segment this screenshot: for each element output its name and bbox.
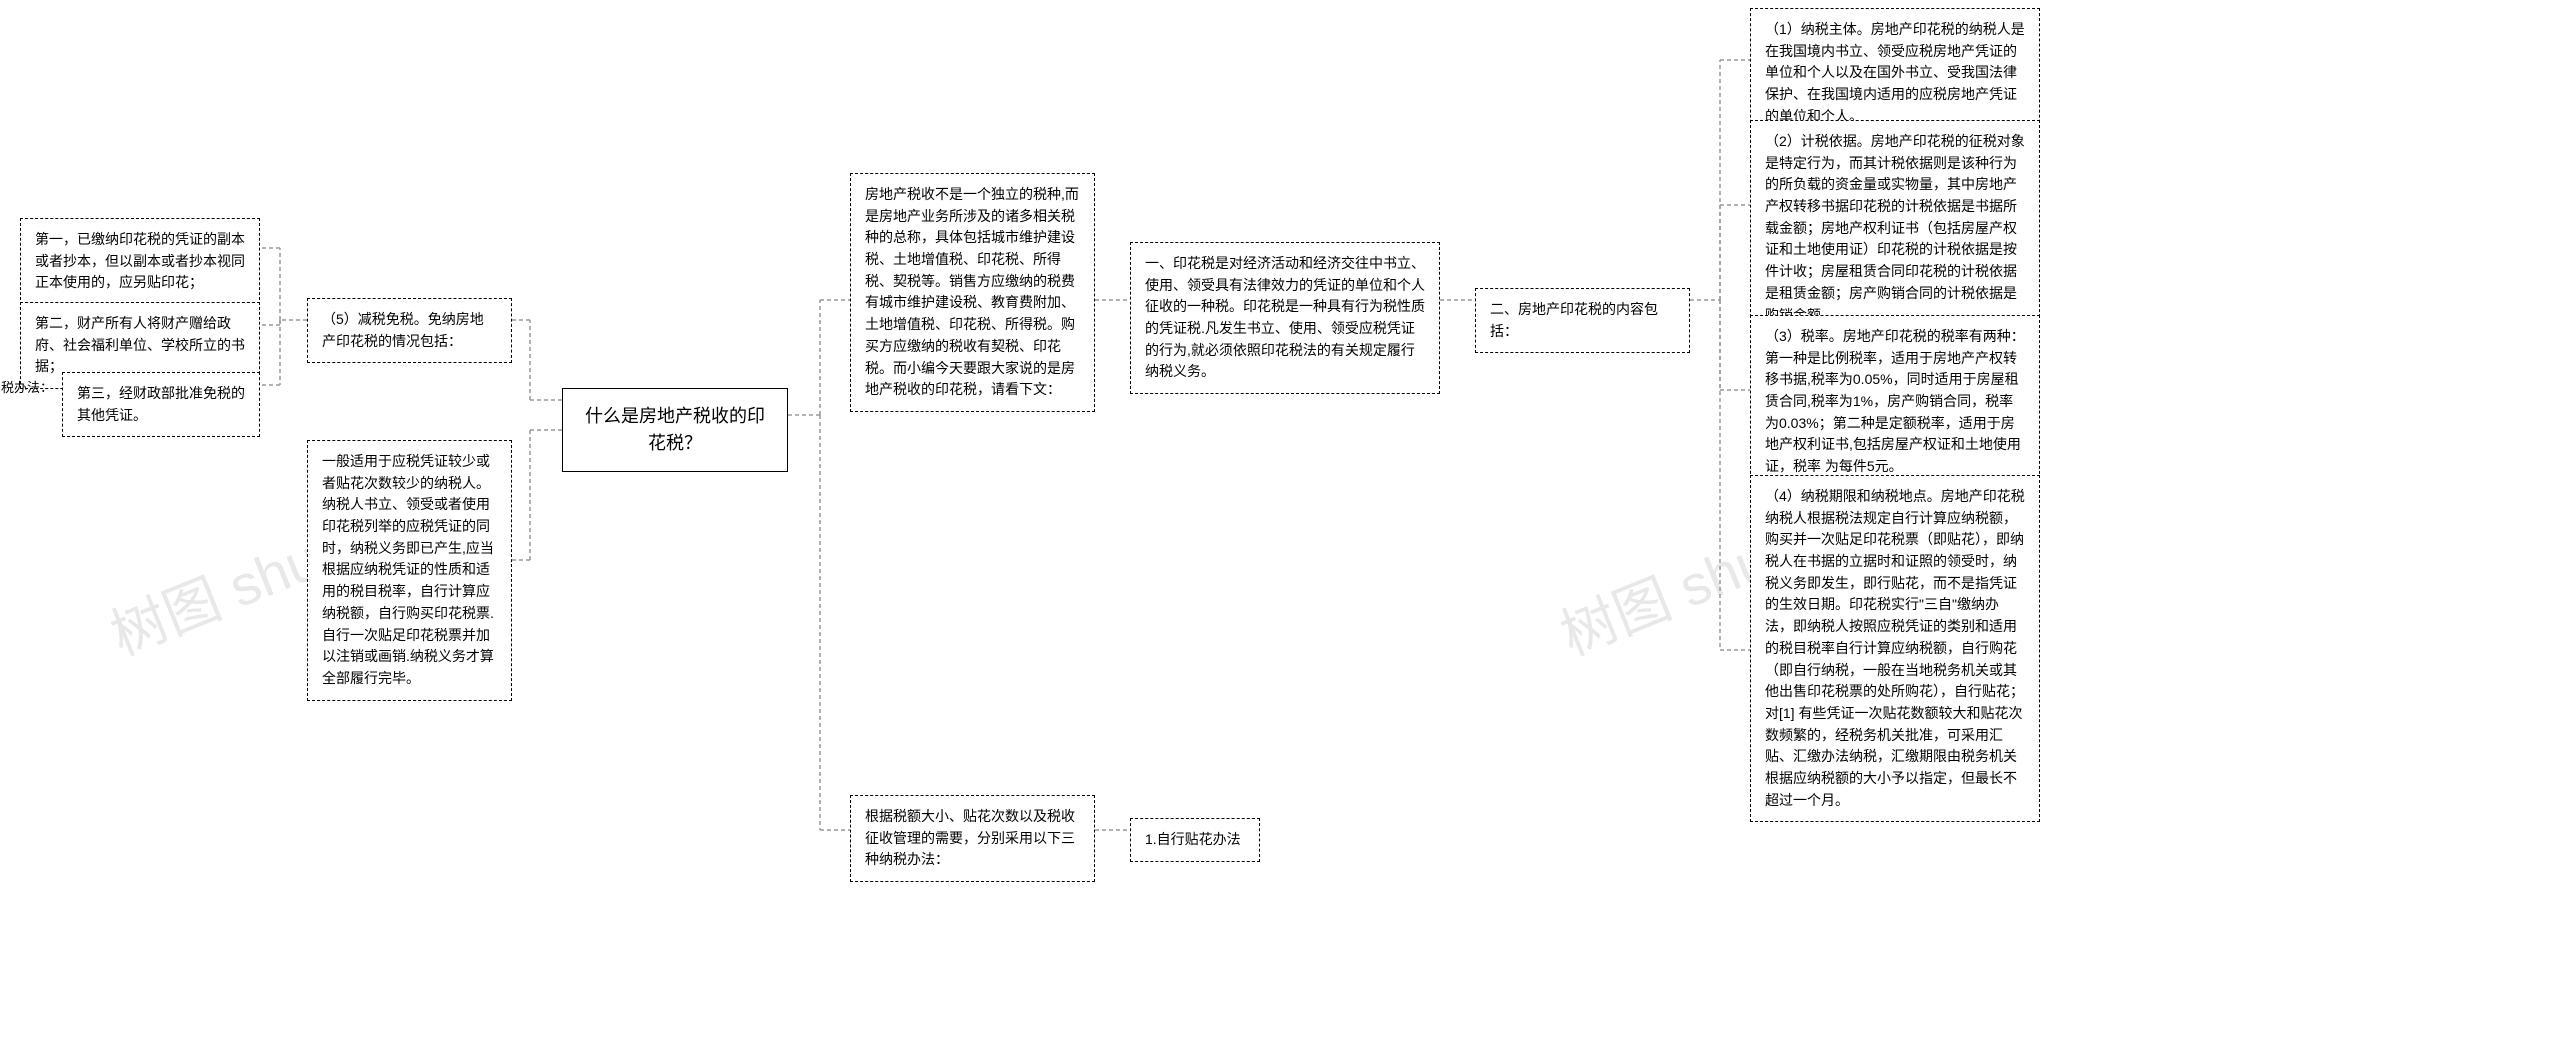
right-section1: 一、印花税是对经济活动和经济交往中书立、使用、领受具有法律效力的凭证的单位和个人… [1130, 242, 1440, 394]
exemption-title: （5）减税免税。免纳房地产印花税的情况包括： [307, 298, 512, 363]
exemption-3: 第三，经财政部批准免税的其他凭证。 [62, 372, 260, 437]
right-intro: 房地产税收不是一个独立的税种,而是房地产业务所涉及的诸多相关税种的总称，具体包括… [850, 173, 1095, 412]
section2-item-2: （2）计税依据。房地产印花税的征税对象是特定行为，而其计税依据则是该种行为的所负… [1750, 120, 2040, 337]
section2-item-1: （1）纳税主体。房地产印花税的纳税人是在我国境内书立、领受应税房地产凭证的单位和… [1750, 8, 2040, 138]
section2-item-3: （3）税率。房地产印花税的税率有两种：第一种是比例税率，适用于房地产产权转移书据… [1750, 315, 2040, 489]
left-general-rule: 一般适用于应税凭证较少或者贴花次数较少的纳税人。纳税人书立、领受或者使用印花税列… [307, 440, 512, 701]
methods-intro: 根据税额大小、贴花次数以及税收征收管理的需要，分别采用以下三种纳税办法： [850, 795, 1095, 882]
section2-item-4: （4）纳税期限和纳税地点。房地产印花税纳税人根据税法规定自行计算应纳税额，购买并… [1750, 475, 2040, 822]
exemption-1: 第一，已缴纳印花税的凭证的副本或者抄本，但以副本或者抄本视同正本使用的，应另贴印… [20, 218, 260, 305]
method-1: 1.自行贴花办法 [1130, 818, 1260, 862]
right-section2-title: 二、房地产印花税的内容包括： [1475, 288, 1690, 353]
methods-label: 三、印花税的纳税办法： [0, 378, 60, 398]
center-title: 什么是房地产税收的印花税？ [562, 388, 788, 472]
